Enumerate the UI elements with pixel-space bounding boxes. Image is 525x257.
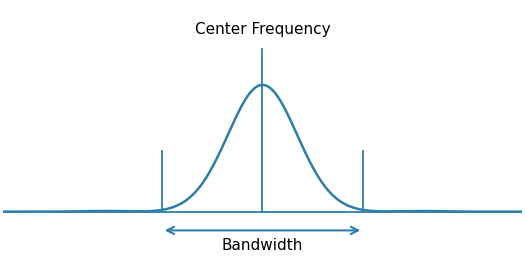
Text: Bandwidth: Bandwidth: [222, 238, 303, 253]
Text: Center Frequency: Center Frequency: [195, 22, 330, 36]
